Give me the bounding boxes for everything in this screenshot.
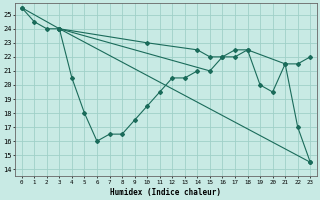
X-axis label: Humidex (Indice chaleur): Humidex (Indice chaleur) bbox=[110, 188, 221, 197]
